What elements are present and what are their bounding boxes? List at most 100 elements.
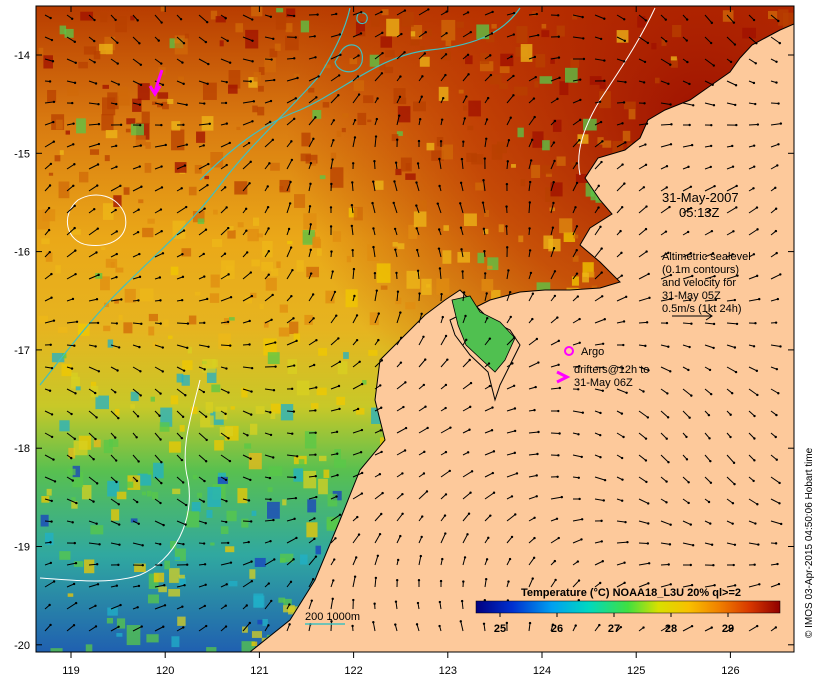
velocity-arrow-head bbox=[74, 392, 76, 394]
velocity-arrow-head bbox=[227, 437, 229, 439]
sst-pixel bbox=[252, 511, 257, 516]
velocity-arrow-head bbox=[710, 124, 712, 126]
velocity-arrow-head bbox=[621, 412, 623, 414]
sst-pixel bbox=[548, 239, 560, 252]
velocity-arrow-head bbox=[311, 599, 313, 601]
altimetry-legend-line: (0.1m contours) bbox=[662, 264, 739, 276]
velocity-arrow-head bbox=[181, 187, 183, 189]
velocity-arrow-head bbox=[273, 558, 275, 560]
velocity-arrow-head bbox=[271, 294, 273, 296]
velocity-arrow-head bbox=[245, 230, 247, 232]
velocity-arrow-head bbox=[225, 17, 227, 19]
velocity-arrow-head bbox=[397, 290, 399, 292]
velocity-arrow-head bbox=[648, 562, 650, 564]
sst-pixel bbox=[41, 515, 49, 527]
velocity-arrow-head bbox=[709, 460, 711, 462]
sst-pixel bbox=[637, 16, 645, 27]
velocity-arrow-head bbox=[469, 492, 471, 494]
velocity-arrow-head bbox=[776, 563, 778, 565]
velocity-arrow-head bbox=[49, 184, 51, 186]
velocity-arrow-head bbox=[667, 461, 669, 463]
sst-pixel bbox=[320, 175, 326, 179]
velocity-arrow-head bbox=[491, 429, 493, 431]
velocity-arrow-head bbox=[777, 20, 779, 22]
velocity-arrow-head bbox=[72, 479, 74, 481]
sst-pixel bbox=[336, 397, 345, 405]
velocity-arrow-head bbox=[445, 384, 447, 386]
sst-pixel bbox=[252, 642, 258, 647]
velocity-arrow-head bbox=[536, 495, 538, 497]
velocity-arrow-head bbox=[621, 163, 623, 165]
velocity-arrow-head bbox=[181, 253, 183, 255]
sst-pixel bbox=[276, 14, 286, 29]
sst-pixel bbox=[312, 237, 320, 248]
velocity-arrow-head bbox=[337, 337, 339, 339]
velocity-arrow-head bbox=[137, 299, 139, 301]
velocity-arrow-head bbox=[730, 61, 732, 63]
velocity-arrow-head bbox=[354, 576, 356, 578]
velocity-arrow-head bbox=[246, 434, 248, 436]
velocity-arrow-head bbox=[75, 602, 77, 604]
velocity-arrow-head bbox=[182, 543, 184, 545]
velocity-arrow-head bbox=[465, 95, 467, 97]
velocity-arrow-head bbox=[669, 64, 671, 66]
velocity-arrow-head bbox=[576, 162, 578, 164]
sst-pixel bbox=[107, 92, 118, 109]
sst-pixel bbox=[203, 83, 217, 100]
velocity-arrow-head bbox=[182, 124, 184, 126]
velocity-arrow-head bbox=[71, 367, 73, 369]
velocity-arrow-head bbox=[248, 182, 250, 184]
velocity-arrow-head bbox=[225, 605, 227, 607]
sst-pixel bbox=[514, 87, 528, 96]
velocity-arrow-head bbox=[97, 227, 99, 229]
sst-pixel bbox=[254, 72, 261, 81]
velocity-arrow-head bbox=[140, 394, 142, 396]
velocity-arrow-head bbox=[48, 229, 50, 231]
velocity-arrow-head bbox=[533, 116, 535, 118]
velocity-arrow-head bbox=[203, 391, 205, 393]
velocity-arrow-head bbox=[438, 247, 440, 249]
velocity-arrow-head bbox=[445, 335, 447, 337]
velocity-arrow-head bbox=[339, 361, 341, 363]
velocity-arrow-head bbox=[76, 321, 78, 323]
velocity-arrow-head bbox=[621, 500, 623, 502]
velocity-arrow-head bbox=[685, 436, 687, 438]
velocity-arrow-head bbox=[372, 246, 374, 248]
velocity-arrow-head bbox=[378, 312, 380, 314]
velocity-arrow-head bbox=[115, 145, 117, 147]
velocity-arrow-head bbox=[603, 80, 605, 82]
sst-pixel bbox=[617, 30, 629, 43]
sst-pixel bbox=[323, 470, 329, 478]
velocity-arrow-head bbox=[533, 557, 535, 559]
velocity-arrow-head bbox=[274, 341, 276, 343]
sst-pixel bbox=[411, 31, 415, 36]
sst-pixel bbox=[301, 133, 310, 147]
velocity-arrow-head bbox=[753, 345, 755, 347]
velocity-arrow-head bbox=[713, 104, 715, 106]
velocity-arrow-head bbox=[493, 450, 495, 452]
sst-pixel bbox=[59, 551, 70, 560]
velocity-arrow-head bbox=[116, 369, 118, 371]
velocity-arrow-head bbox=[203, 102, 205, 104]
velocity-arrow-head bbox=[731, 522, 733, 524]
velocity-arrow-head bbox=[224, 253, 226, 255]
velocity-arrow-head bbox=[227, 391, 229, 393]
velocity-arrow-head bbox=[709, 522, 711, 524]
velocity-arrow-head bbox=[315, 496, 317, 498]
velocity-arrow-head bbox=[338, 385, 340, 387]
velocity-arrow-head bbox=[735, 371, 737, 373]
sst-pixel bbox=[231, 406, 235, 409]
velocity-arrow-head bbox=[624, 40, 626, 42]
velocity-arrow-head bbox=[356, 314, 358, 316]
velocity-arrow-head bbox=[186, 563, 188, 565]
velocity-arrow-head bbox=[115, 459, 117, 461]
colorbar-tick-label: 26 bbox=[551, 623, 563, 635]
velocity-arrow-head bbox=[162, 524, 164, 526]
velocity-arrow-head bbox=[49, 80, 51, 82]
sst-pixel bbox=[267, 502, 280, 519]
velocity-arrow-head bbox=[250, 560, 252, 562]
velocity-arrow-head bbox=[645, 164, 647, 166]
sst-pixel bbox=[347, 256, 351, 262]
velocity-arrow-head bbox=[416, 623, 418, 625]
velocity-arrow-head bbox=[290, 295, 292, 297]
